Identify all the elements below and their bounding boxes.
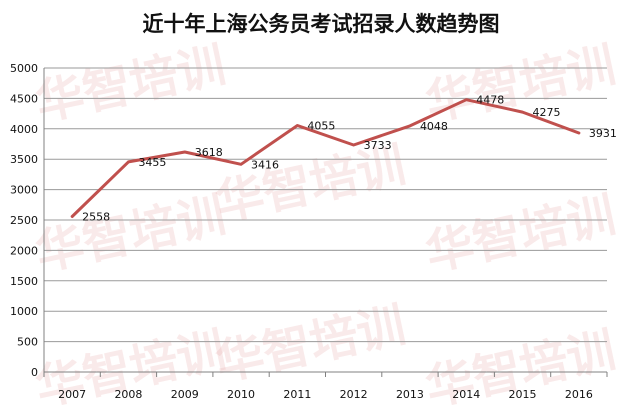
data-label: 4048 [420,120,448,133]
y-tick-label: 2500 [10,214,38,227]
x-tick-label: 2014 [452,388,480,401]
y-tick-label: 500 [17,336,38,349]
x-tick-label: 2011 [283,388,311,401]
x-tick-label: 2007 [58,388,86,401]
y-tick-label: 1500 [10,275,38,288]
x-tick-label: 2013 [396,388,424,401]
y-tick-label: 5000 [10,62,38,75]
x-tick-label: 2008 [114,388,142,401]
x-tick-label: 2010 [227,388,255,401]
y-tick-label: 4000 [10,123,38,136]
watermark-text: 华智培训 [31,187,230,282]
data-label: 2558 [82,210,110,223]
series-layer [70,98,581,218]
y-tick-label: 2000 [10,244,38,257]
y-axis: 0 500 1000 1500 2000 2500 3000 3500 4000 4500 5000 [10,62,45,379]
y-tick-label: 0 [31,366,38,379]
data-label: 4055 [307,119,335,132]
data-label: 4275 [533,106,561,119]
y-tick-label: 1000 [10,305,38,318]
data-label: 3931 [589,127,617,140]
chart-title: 近十年上海公务员考试招录人数趋势图 [143,11,500,36]
y-tick-label: 3000 [10,184,38,197]
data-label: 3733 [364,139,392,152]
data-label: 3618 [195,146,223,159]
y-tick-label: 4500 [10,92,38,105]
x-tick-label: 2016 [565,388,593,401]
data-labels: 2558 3455 3618 3416 4055 3733 4048 4478 4275 3931 [82,94,617,224]
data-label: 3455 [138,156,166,169]
watermark-text: 华智培训 [421,37,620,132]
x-tick-label: 2009 [171,388,199,401]
data-label: 4478 [476,94,504,107]
x-tick-label: 2012 [340,388,368,401]
y-tick-label: 3500 [10,153,38,166]
watermark-text: 华智培训 [31,37,230,132]
x-axis: 2007 2008 2009 2010 2011 2012 2013 2014 2015 2016 [43,371,608,401]
watermark-text: 华智培训 [421,187,620,282]
x-tick-label: 2015 [509,388,537,401]
series-line [70,98,581,218]
data-label: 3416 [251,158,279,171]
